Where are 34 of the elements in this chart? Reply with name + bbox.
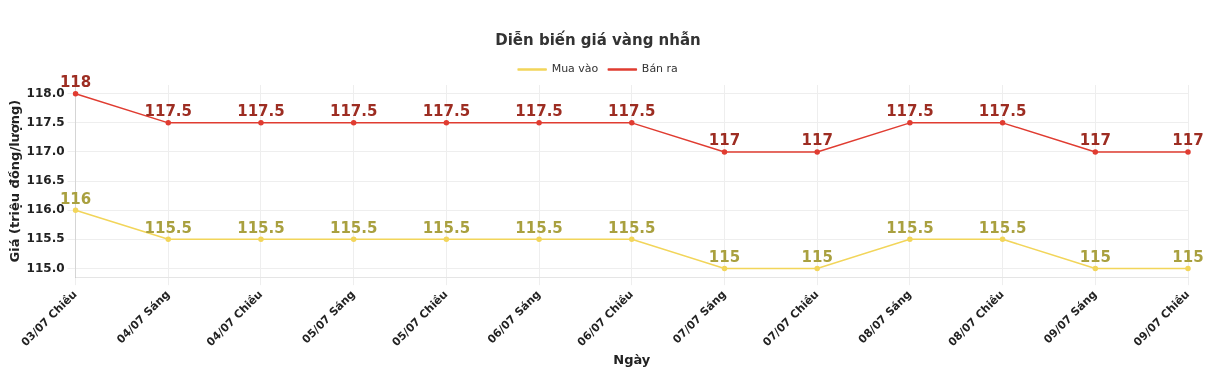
data-label: 115.5 <box>886 218 934 237</box>
chart-title: Diễn biến giá vàng nhẫn <box>495 29 701 49</box>
data-label: 117 <box>1172 131 1204 150</box>
data-label: 117.5 <box>515 102 563 121</box>
data-label: 115.5 <box>329 218 378 237</box>
legend-label: Bán ra <box>641 62 678 76</box>
y-tick-label: 116.5 <box>26 173 65 188</box>
data-label: 115 <box>801 247 833 266</box>
data-label: 117.5 <box>144 102 192 121</box>
legend-label: Mua vào <box>551 62 599 76</box>
data-label: 115.5 <box>978 218 1027 237</box>
data-label: 115.5 <box>422 218 471 237</box>
data-label: 117 <box>1079 131 1111 150</box>
y-tick-label: 117.5 <box>26 114 65 129</box>
data-label: 115.5 <box>144 218 192 237</box>
x-axis-title: Ngày <box>613 351 651 367</box>
data-label: 117 <box>801 131 833 150</box>
data-label: 117.5 <box>608 102 656 121</box>
data-label: 117.5 <box>422 102 471 121</box>
data-label: 115.5 <box>608 218 656 237</box>
data-label: 117 <box>708 131 741 150</box>
data-label: 115.5 <box>237 218 285 237</box>
data-label: 115 <box>1079 247 1111 266</box>
data-label: 115 <box>708 247 741 266</box>
y-tick-label: 115.5 <box>26 231 65 246</box>
y-tick-label: 115.0 <box>26 260 65 275</box>
y-tick-label: 117.0 <box>26 144 65 159</box>
data-label: 115 <box>1172 247 1204 266</box>
data-label: 115.5 <box>515 218 563 237</box>
data-label: 117.5 <box>237 102 285 121</box>
data-label: 117.5 <box>886 102 934 121</box>
data-label: 117.5 <box>329 102 378 121</box>
data-label: 117.5 <box>978 102 1027 121</box>
y-axis-title: Giá (triệu đồng/lượng) <box>7 99 23 263</box>
